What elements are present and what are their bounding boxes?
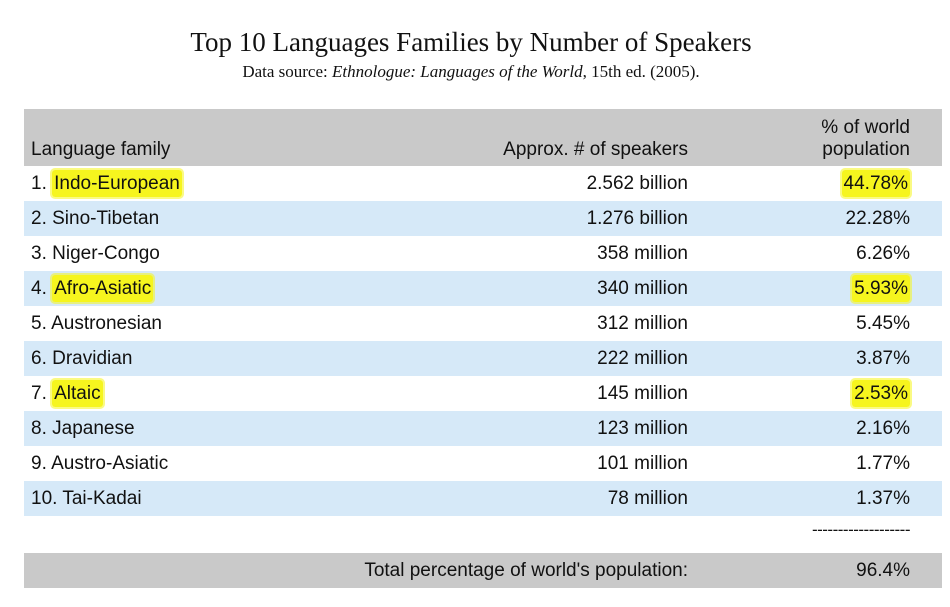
row-language-family: 2. Sino-Tibetan [31,201,159,236]
row-speakers: 78 million [607,488,688,509]
row-percent: 2.53% [852,380,910,407]
row-family-name: Austro-Asiatic [51,453,169,474]
page-title: Top 10 Languages Families by Number of S… [190,27,752,57]
table-row: 3. Niger-Congo 358 million 6.26% [24,236,942,271]
header-percent-line1: % of world [821,117,910,138]
data-source: Data source: Ethnologue: Languages of th… [0,61,942,83]
row-language-family: 8. Japanese [31,411,135,446]
row-percent-cell: 1.77% [856,446,910,481]
row-rank: 5. [31,313,52,334]
row-speakers: 312 million [597,313,688,334]
row-language-family: 1. Indo-European [31,166,182,201]
row-percent-cell: 44.78% [841,166,910,201]
row-speakers: 101 million [597,453,688,474]
row-percent-cell: 1.37% [856,481,910,516]
table-row: 1. Indo-European 2.562 billion 44.78% [24,166,942,201]
table-row: 8. Japanese 123 million 2.16% [24,411,942,446]
row-percent-cell: 6.26% [856,236,910,271]
row-speakers: 123 million [597,418,688,439]
row-family-name: Niger-Congo [52,243,160,264]
row-percent-cell: 5.93% [852,271,910,306]
row-speakers: 1.276 billion [586,208,688,229]
row-speakers: 340 million [597,278,688,299]
row-rank: 3. [31,243,53,264]
header-percent-line2: population [822,139,910,160]
row-percent: 1.37% [856,488,910,509]
row-rank: 1. [31,173,53,194]
row-family-name: Altaic [52,380,103,407]
table-row: 2. Sino-Tibetan 1.276 billion 22.28% [24,201,942,236]
source-prefix: Data source: [242,62,332,81]
table-row: 9. Austro-Asiatic 101 million 1.77% [24,446,942,481]
row-percent-cell: 2.16% [856,411,910,446]
row-percent-cell: 22.28% [846,201,910,236]
header-speakers: Approx. # of speakers [503,139,688,160]
row-family-name: Sino-Tibetan [52,208,160,229]
row-percent: 3.87% [856,348,910,369]
table-row: 6. Dravidian 222 million 3.87% [24,341,942,376]
row-rank: 6. [31,348,53,369]
row-family-name: Tai-Kadai [62,488,142,509]
total-label: Total percentage of world's population: [364,560,688,581]
header-language-family: Language family [31,139,171,160]
row-percent-cell: 2.53% [852,376,910,411]
row-percent: 5.45% [856,313,910,334]
row-percent-cell: 5.45% [856,306,910,341]
row-family-name: Austronesian [51,313,162,334]
row-rank: 4. [31,278,53,299]
table-row: 10. Tai-Kadai 78 million 1.37% [24,481,942,516]
row-language-family: 7. Altaic [31,376,103,411]
row-rank: 9. [31,453,52,474]
row-language-family: 6. Dravidian [31,341,132,376]
total-row: Total percentage of world's population: … [24,553,942,588]
row-percent: 2.16% [856,418,910,439]
total-value: 96.4% [856,560,910,581]
row-family-name: Indo-European [52,170,182,197]
row-percent: 5.93% [852,275,910,302]
total-separator: ------------------- [811,520,911,539]
row-language-family: 4. Afro-Asiatic [31,271,154,306]
source-work: Ethnologue: Languages of the World [332,62,583,81]
row-language-family: 3. Niger-Congo [31,236,160,271]
row-percent: 1.77% [856,453,910,474]
row-percent: 6.26% [856,243,910,264]
row-speakers: 358 million [597,243,688,264]
table-row: 4. Afro-Asiatic 340 million 5.93% [24,271,942,306]
row-rank: 10. [31,488,63,509]
row-rank: 8. [31,418,53,439]
table-body: 1. Indo-European 2.562 billion 44.78% 2. Si… [24,166,942,516]
row-language-family: 10. Tai-Kadai [31,481,142,516]
row-speakers: 222 million [597,348,688,369]
row-percent-cell: 3.87% [856,341,910,376]
row-family-name: Japanese [52,418,135,439]
row-speakers: 145 million [597,383,688,404]
row-speakers: 2.562 billion [586,173,688,194]
table-row: 5. Austronesian 312 million 5.45% [24,306,942,341]
row-language-family: 9. Austro-Asiatic [31,446,168,481]
table-row: 7. Altaic 145 million 2.53% [24,376,942,411]
row-rank: 7. [31,383,53,404]
row-rank: 2. [31,208,53,229]
row-family-name: Dravidian [52,348,133,369]
row-language-family: 5. Austronesian [31,306,162,341]
source-suffix: , 15th ed. (2005). [582,62,700,81]
language-families-table: Language family Approx. # of speakers % … [24,109,942,516]
header-percent: % of world population [800,117,910,161]
row-percent: 44.78% [841,170,910,197]
row-percent: 22.28% [845,208,910,229]
table-header: Language family Approx. # of speakers % … [24,109,942,166]
row-family-name: Afro-Asiatic [52,275,154,302]
